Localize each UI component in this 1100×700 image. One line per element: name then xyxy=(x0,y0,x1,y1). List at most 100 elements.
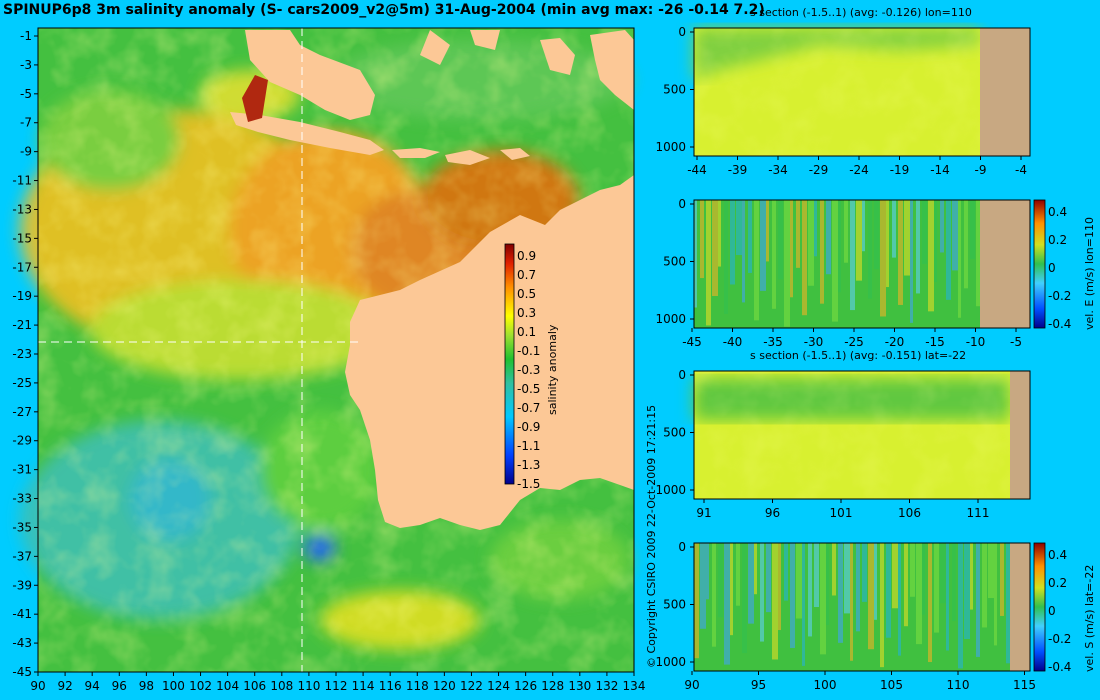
map-x-tick-label: 100 xyxy=(162,679,185,693)
salinity-colorbar-tick: -0.7 xyxy=(517,401,540,415)
salinity-colorbar-tick: 0.7 xyxy=(517,268,536,282)
panel-y-tick-label: 1000 xyxy=(655,312,686,326)
panel-x-tick-label: -19 xyxy=(890,163,910,177)
velocity-stripe xyxy=(916,543,922,645)
panel-velocity-south: vel. S (m/s) lat=-22 xyxy=(693,542,1096,672)
velocity-stripe xyxy=(868,200,872,299)
salinity-colorbar-ticks: 0.9 0.7 0.5 0.3 0.1 -0.1 -0.3 -0.5 -0.7 -0.9 -1.1 -… xyxy=(517,249,540,491)
velocity-stripe xyxy=(742,543,747,654)
velocity-stripe xyxy=(754,200,759,321)
panel-x-tick-label: -10 xyxy=(966,335,986,349)
velocity-stripe xyxy=(718,200,721,267)
panel-x-tick-label: -5 xyxy=(1010,335,1022,349)
velocity-stripe xyxy=(922,543,925,615)
velocity-stripe xyxy=(940,200,944,253)
panel-x-tick-label: 106 xyxy=(898,506,921,520)
panel-salinity-lon xyxy=(693,27,1031,157)
map-y-tick-label: -41 xyxy=(12,607,32,621)
map-x-tick-label: 128 xyxy=(541,679,564,693)
map-y-tick-label: -15 xyxy=(12,231,32,245)
salinity-colorbar-tick: 0.5 xyxy=(517,287,536,301)
figure-title: SPINUP6p8 3m salinity anomaly (S- cars20… xyxy=(3,2,765,18)
salinity-colorbar-tick: -0.3 xyxy=(517,363,540,377)
panel-y-tick-label: 500 xyxy=(663,426,686,440)
map-x-tick-label: 102 xyxy=(189,679,212,693)
map-y-tick-label: -3 xyxy=(20,58,32,72)
vel-e-stripes xyxy=(694,200,982,327)
velocity-stripe xyxy=(706,543,709,600)
velocity-stripe xyxy=(700,543,706,629)
panel-colorbar-tick: 0 xyxy=(1048,261,1056,275)
map-y-tick-label: -13 xyxy=(12,202,32,216)
velocity-stripe xyxy=(736,200,742,256)
velocity-stripe xyxy=(928,543,932,663)
panel-colorbar-tick: -0.4 xyxy=(1048,317,1071,331)
map-x-tick-label: 92 xyxy=(57,679,72,693)
salinity-colorbar-tick: 0.1 xyxy=(517,325,536,339)
velocity-stripe xyxy=(874,200,879,270)
velocity-stripe xyxy=(820,543,826,655)
velocity-stripe xyxy=(844,200,848,263)
velocity-stripe xyxy=(724,200,728,314)
salinity-map xyxy=(20,27,635,673)
velocity-stripe xyxy=(952,543,956,622)
map-y-tick-label: -27 xyxy=(12,405,32,419)
velocity-stripe xyxy=(862,200,865,252)
panel-y-tick-label: 500 xyxy=(663,255,686,269)
velocity-stripe xyxy=(748,200,752,273)
velocity-stripe xyxy=(916,200,920,294)
velocity-stripe xyxy=(802,200,807,316)
velocity-stripe xyxy=(718,543,723,618)
velocity-stripe xyxy=(880,200,886,317)
velocity-stripe xyxy=(886,543,891,638)
map-x-tick-label: 106 xyxy=(243,679,266,693)
panel-x-tick-label: -45 xyxy=(682,335,702,349)
velocity-stripe xyxy=(880,543,884,668)
velocity-stripe xyxy=(904,543,908,627)
velocity-stripe xyxy=(892,543,898,609)
velocity-stripe xyxy=(856,200,862,281)
panel-x-tick-label: -29 xyxy=(809,163,829,177)
panel-x-tick-label: -9 xyxy=(975,163,987,177)
velocity-stripe xyxy=(958,543,963,669)
map-x-tick-label: 108 xyxy=(270,679,293,693)
map-x-tick-label: 116 xyxy=(379,679,402,693)
panel-x-tick-label: -14 xyxy=(930,163,950,177)
map-y-axis: -1 -3 -5 -7 -9 -11 -13 -15 -17 -19 -21 -23 -25 -27 -29… xyxy=(12,29,38,679)
map-y-tick-label: -7 xyxy=(20,116,32,130)
velocity-stripe xyxy=(898,543,901,656)
velocity-stripe xyxy=(910,543,915,597)
panel-y-tick-label: 0 xyxy=(678,368,686,382)
panel-colorbar-tick: 0.4 xyxy=(1048,205,1067,219)
panel-x-tick-label: 105 xyxy=(880,678,903,692)
velocity-stripe xyxy=(784,543,788,601)
velocity-stripe xyxy=(934,543,939,633)
panel-y-tick-label: 1000 xyxy=(655,483,686,497)
map-x-tick-label: 114 xyxy=(352,679,375,693)
panel-x-tick-label: -39 xyxy=(728,163,748,177)
panel-x-tick-label: 110 xyxy=(947,678,970,692)
velocity-stripe xyxy=(796,543,802,619)
map-y-tick-label: -35 xyxy=(12,520,32,534)
map-x-tick-label: 130 xyxy=(568,679,591,693)
map-y-tick-label: -37 xyxy=(12,549,32,563)
velocity-stripe xyxy=(772,543,778,660)
panel-x-tick-label: -44 xyxy=(687,163,707,177)
velocity-stripe xyxy=(862,543,867,602)
velocity-stripe xyxy=(904,200,910,276)
panel-velocity-east: vel. E (m/s) lon=110 xyxy=(693,199,1096,330)
velocity-stripe xyxy=(712,200,718,296)
salinity-colorbar-label: salinity anomaly xyxy=(546,324,559,415)
velocity-stripe xyxy=(772,200,776,309)
velocity-stripe xyxy=(964,543,970,639)
velocity-stripe xyxy=(742,200,745,303)
panel-x-tick-label: -4 xyxy=(1015,163,1027,177)
panel-x-tick-label: -34 xyxy=(768,163,788,177)
panel-x-tick-label: 96 xyxy=(765,506,780,520)
panel-y-tick-label: 0 xyxy=(678,540,686,554)
salinity-colorbar-tick: -1.1 xyxy=(517,439,540,453)
map-y-tick-label: -11 xyxy=(12,174,32,188)
velocity-stripe xyxy=(910,200,913,323)
velocity-stripe xyxy=(958,200,961,318)
